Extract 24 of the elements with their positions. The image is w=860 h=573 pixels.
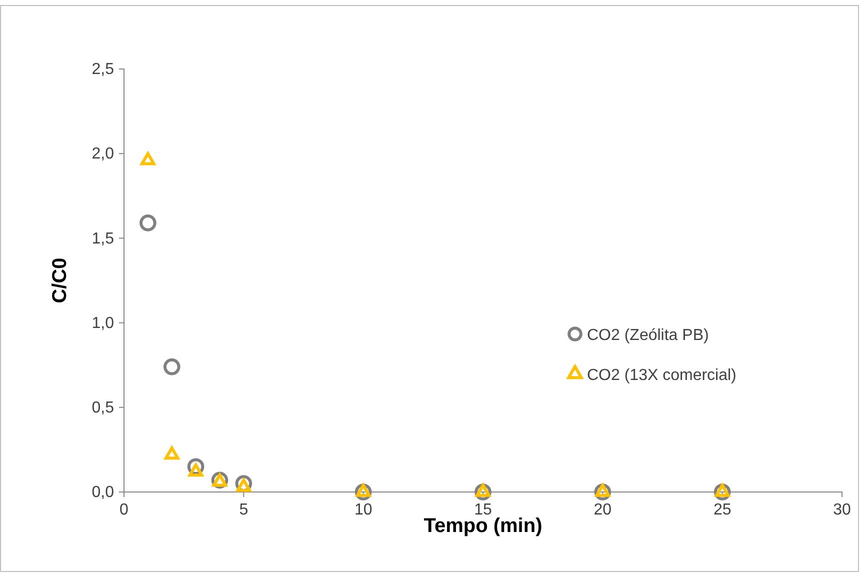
x-tick-label: 5	[239, 501, 248, 518]
y-axis-title: C/C0	[49, 258, 71, 304]
x-tick-label: 30	[833, 501, 851, 518]
point	[595, 484, 610, 497]
x-tick-label: 0	[120, 501, 129, 518]
y-tick-label: 0,0	[92, 484, 114, 502]
legend-label: CO2 (Zeólita PB)	[587, 327, 709, 344]
point	[163, 358, 180, 376]
y-tick-label: 1,5	[92, 230, 114, 248]
x-tick-label: 25	[713, 501, 732, 518]
y-tick-label: 2,5	[92, 61, 114, 78]
x-tick-label: 20	[594, 501, 612, 518]
point	[140, 214, 156, 232]
point	[356, 484, 371, 497]
point	[188, 463, 204, 477]
legend-label: CO2 (13X comercial)	[587, 367, 736, 384]
y-tick-label: 2,0	[92, 146, 114, 163]
y-tick-label: 0,5	[92, 400, 114, 417]
point	[476, 484, 490, 497]
y-tick-label: 1,0	[92, 314, 114, 332]
point	[164, 446, 180, 460]
point	[236, 478, 252, 492]
x-tick-label: 10	[354, 501, 372, 518]
point	[714, 484, 730, 497]
